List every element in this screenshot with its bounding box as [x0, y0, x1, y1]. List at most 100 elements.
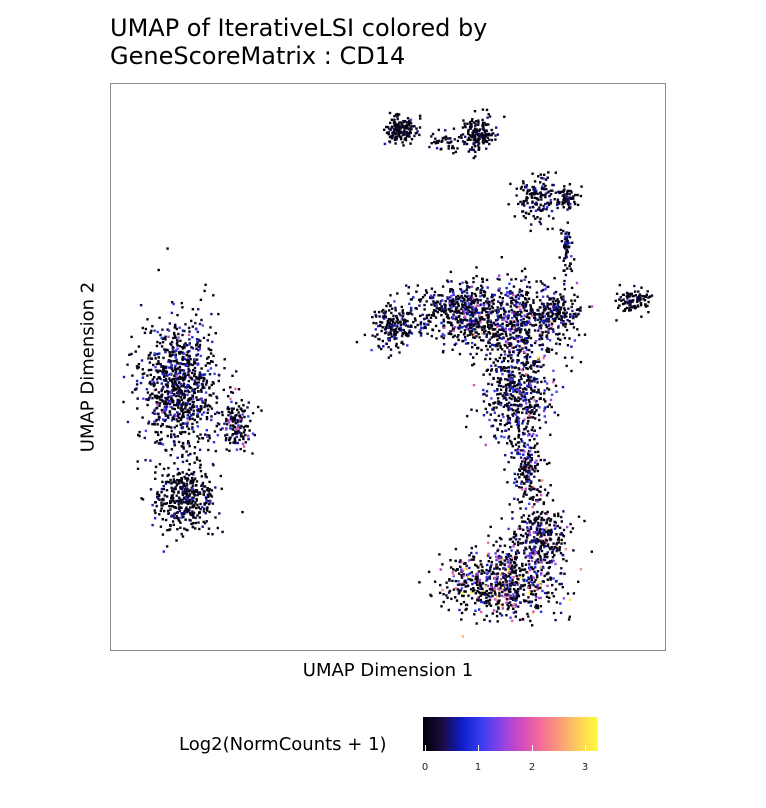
- cell-point: [180, 301, 183, 305]
- cell-point: [479, 289, 482, 292]
- cell-point: [478, 316, 481, 319]
- cell-point: [501, 297, 504, 300]
- cell-point: [483, 309, 486, 312]
- cell-point: [529, 584, 532, 587]
- cell-point: [199, 374, 202, 377]
- cell-point: [180, 477, 184, 481]
- cell-point: [494, 328, 497, 331]
- cell-point: [517, 551, 521, 554]
- cell-point: [139, 304, 143, 307]
- cell-point: [178, 505, 181, 509]
- cell-point: [495, 319, 498, 322]
- cell-point: [543, 545, 546, 549]
- cell-point: [412, 296, 415, 299]
- cell-point: [186, 496, 190, 499]
- cell-point: [168, 353, 172, 356]
- cell-point: [534, 461, 537, 464]
- cell-point: [451, 579, 454, 583]
- cell-point: [450, 597, 453, 601]
- cell-point: [193, 452, 196, 455]
- cell-point: [191, 476, 194, 480]
- cell-point: [545, 494, 549, 497]
- cell-point: [507, 316, 510, 319]
- cell-point: [537, 329, 540, 332]
- cell-point: [556, 311, 559, 314]
- cell-point: [508, 351, 511, 354]
- cell-point: [501, 607, 505, 610]
- cell-point: [481, 581, 485, 585]
- cell-point: [521, 449, 525, 452]
- cell-point: [500, 584, 503, 587]
- cell-point: [447, 591, 451, 594]
- cell-point: [520, 486, 523, 489]
- cell-point: [161, 533, 165, 536]
- cell-point: [530, 457, 533, 460]
- cell-point: [516, 473, 520, 476]
- cell-point: [164, 383, 168, 386]
- cell-point: [500, 430, 504, 433]
- cell-point: [395, 132, 398, 135]
- cell-point: [478, 129, 481, 132]
- cell-point: [143, 436, 146, 440]
- cell-point: [572, 326, 576, 329]
- cell-point: [477, 599, 480, 602]
- cell-point: [404, 320, 407, 323]
- cell-point: [480, 284, 483, 287]
- cell-point: [412, 320, 415, 324]
- cell-point: [480, 610, 483, 614]
- cell-point: [155, 440, 159, 443]
- cell-point: [522, 200, 525, 203]
- cell-point: [561, 554, 565, 557]
- cell-point: [544, 400, 547, 403]
- cell-point: [563, 283, 566, 286]
- cell-point: [445, 312, 448, 316]
- cell-point: [527, 297, 531, 300]
- cell-point: [477, 146, 481, 149]
- cell-point: [162, 502, 166, 505]
- cell-point: [388, 127, 391, 131]
- cell-point: [395, 129, 398, 133]
- cell-point: [526, 409, 529, 412]
- cell-point: [505, 614, 508, 617]
- cell-point: [488, 588, 492, 591]
- cell-point: [486, 325, 490, 329]
- cell-point: [199, 354, 203, 358]
- cell-point: [539, 280, 542, 283]
- cell-point: [481, 328, 484, 332]
- cell-point: [472, 319, 475, 323]
- cell-point: [188, 406, 192, 410]
- cell-point: [551, 550, 554, 554]
- cell-point: [494, 309, 497, 312]
- cell-point: [157, 362, 160, 365]
- cell-point: [512, 611, 515, 614]
- cell-point: [445, 581, 448, 584]
- cell-point: [187, 365, 190, 368]
- cell-point: [531, 523, 534, 526]
- cell-point: [521, 301, 525, 304]
- cell-point: [487, 323, 490, 327]
- cell-point: [628, 306, 631, 309]
- cell-point: [187, 370, 190, 374]
- cell-point: [526, 471, 530, 474]
- cell-point: [534, 323, 538, 327]
- cell-point: [138, 430, 141, 434]
- cell-point: [382, 312, 385, 315]
- cell-point: [540, 380, 543, 384]
- cell-point: [468, 330, 471, 333]
- cell-point: [442, 336, 445, 340]
- cell-point: [560, 520, 563, 523]
- cell-point: [542, 409, 546, 413]
- cell-point: [377, 337, 380, 341]
- cell-point: [491, 343, 494, 346]
- cell-point: [478, 336, 481, 339]
- cell-point: [543, 533, 546, 537]
- cell-point: [205, 499, 208, 502]
- cell-point: [157, 360, 160, 363]
- cell-point: [543, 389, 546, 392]
- cell-point: [510, 570, 514, 574]
- cell-point: [526, 384, 529, 388]
- cell-point: [533, 446, 536, 449]
- cell-point: [205, 488, 209, 492]
- cell-point: [202, 411, 206, 414]
- cell-point: [546, 304, 549, 308]
